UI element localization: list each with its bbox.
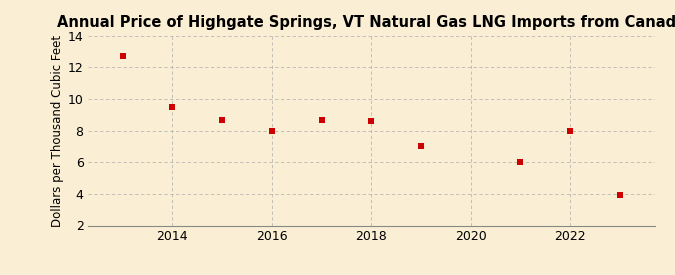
Point	[217, 117, 227, 122]
Point	[117, 54, 128, 59]
Point	[614, 193, 625, 198]
Point	[316, 117, 327, 122]
Point	[515, 160, 526, 164]
Point	[366, 119, 377, 123]
Point	[267, 128, 277, 133]
Point	[565, 128, 576, 133]
Title: Annual Price of Highgate Springs, VT Natural Gas LNG Imports from Canada: Annual Price of Highgate Springs, VT Nat…	[57, 15, 675, 31]
Point	[416, 144, 427, 148]
Y-axis label: Dollars per Thousand Cubic Feet: Dollars per Thousand Cubic Feet	[51, 35, 63, 227]
Point	[167, 105, 178, 109]
